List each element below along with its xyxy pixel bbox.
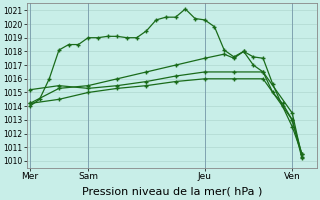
X-axis label: Pression niveau de la mer( hPa ): Pression niveau de la mer( hPa ) [82, 187, 262, 197]
